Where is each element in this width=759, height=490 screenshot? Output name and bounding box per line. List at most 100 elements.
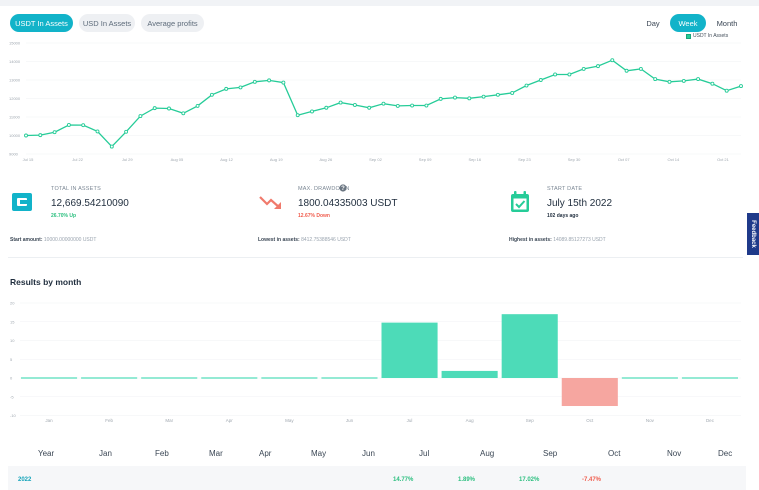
line-chart-point: [624, 68, 629, 73]
help-icon[interactable]: ?: [339, 184, 347, 192]
line-chart-point: [681, 78, 686, 83]
bar-chart-x-tick: Nov: [646, 418, 655, 423]
lowest-assets-value: 8412.75388546 USDT: [301, 237, 351, 243]
lowest-assets-label: Lowest in assets:: [258, 237, 300, 243]
max-drawdown-change: 12.67% Down: [298, 213, 330, 219]
start-amount-value: 10000.00000000 USDT: [43, 237, 97, 243]
bar-chart-x-tick: Feb: [105, 418, 113, 423]
bar-chart-y-tick: -10: [10, 413, 17, 418]
line-chart-point: [381, 101, 386, 106]
line-chart-point: [295, 113, 300, 118]
tab-usd-in-assets[interactable]: USD In Assets: [79, 14, 135, 32]
bar-chart-bar: [201, 377, 258, 379]
bar-chart-bar: [441, 370, 498, 378]
table-header-month: Mar: [209, 449, 223, 458]
line-chart-point: [524, 83, 529, 88]
period-month-button[interactable]: Month: [716, 18, 738, 28]
line-chart-point: [567, 72, 572, 77]
table-header-month: Dec: [718, 449, 733, 458]
table-cell-oct: -7.47%: [582, 477, 602, 483]
line-chart-point: [252, 79, 257, 84]
bar-chart-y-tick: 10: [10, 338, 15, 343]
top-strip: [0, 0, 759, 6]
line-chart-x-tick: Aug 19: [270, 157, 283, 162]
bar-chart-y-tick: -5: [10, 394, 14, 399]
start-amount-label: Start amount:: [10, 237, 43, 243]
bar-chart-y-tick: 20: [10, 301, 15, 306]
line-chart-y-tick: 15000: [9, 41, 21, 46]
line-chart-point: [696, 77, 701, 82]
line-chart-x-tick: Oct 14: [667, 157, 680, 162]
table-header-month: Nov: [667, 449, 682, 458]
period-day-button[interactable]: Day: [646, 18, 660, 28]
line-chart: 15000 14000 13000 12000 11000 10000 9000 Jul 15…: [9, 41, 743, 162]
line-chart-point: [195, 103, 200, 108]
line-chart-y-tick: 11000: [9, 115, 21, 120]
table-row-2022: [8, 466, 746, 490]
svg-text:?: ?: [341, 186, 345, 192]
bar-chart-y-tick: 0: [10, 376, 13, 381]
period-week-button[interactable]: Week: [670, 14, 706, 32]
line-chart-point: [667, 79, 672, 84]
legend-swatch: [686, 33, 691, 39]
line-chart-point: [739, 84, 743, 89]
table-header-month: Aug: [480, 449, 495, 458]
total-assets-change: 26.70% Up: [51, 213, 77, 219]
line-chart-legend: USDT In Assets: [686, 33, 728, 39]
line-chart-point: [238, 85, 243, 90]
bar-chart-y-tick: 5: [10, 357, 13, 362]
section-divider: [8, 257, 743, 258]
bar-chart-x-tick: May: [285, 418, 294, 423]
table-header-month: Sep: [543, 449, 558, 458]
tab-average-profits[interactable]: Average profits: [141, 14, 204, 32]
line-chart-point: [281, 80, 286, 85]
line-chart-x-tick: Sep 30: [568, 157, 581, 162]
line-chart-point: [209, 92, 214, 97]
line-chart-point: [581, 66, 586, 71]
line-chart-point: [352, 103, 357, 107]
line-chart-point: [167, 106, 171, 111]
line-chart-point: [24, 133, 28, 138]
total-assets-value: 12,669.54210090: [51, 198, 129, 209]
line-chart-point: [510, 90, 515, 95]
table-cell-jul: 14.77%: [393, 477, 414, 483]
bar-chart-bar: [621, 377, 678, 379]
line-chart-point: [424, 103, 429, 108]
line-chart-x-tick: Jul 22: [72, 157, 83, 162]
tab-usdt-in-assets[interactable]: USDT In Assets: [10, 14, 73, 32]
line-chart-point: [653, 77, 658, 82]
bar-chart-y-tick: 15: [10, 319, 15, 324]
table-header-month: May: [311, 449, 327, 458]
bar-chart-bar: [381, 322, 438, 378]
table-header-year: Year: [38, 449, 55, 458]
feedback-tab[interactable]: Feedback: [747, 213, 759, 255]
bar-chart-x-tick: Oct: [586, 418, 594, 423]
line-chart-point: [81, 123, 86, 128]
line-chart-point: [553, 72, 558, 77]
line-chart-point: [481, 94, 486, 99]
lowest-assets: Lowest in assets: 8412.75388546 USDT: [258, 237, 351, 243]
max-drawdown-value: 1800.04335003 USDT: [298, 198, 398, 209]
bar-chart-x-tick: Sep: [526, 418, 535, 423]
table-cell-year: 2022: [18, 477, 32, 483]
line-chart-point: [181, 111, 186, 116]
table-header-month: Apr: [259, 449, 272, 458]
line-chart-y-tick: 12000: [9, 96, 21, 101]
line-chart-point: [638, 66, 643, 71]
line-chart-x-tick: Aug 05: [171, 157, 184, 162]
bar-chart-bar: [261, 377, 318, 379]
bar-chart-bar: [561, 378, 618, 407]
feedback-label: Feedback: [750, 220, 756, 248]
bar-chart-bar: [21, 377, 78, 379]
line-chart-x-tick: Oct 07: [618, 157, 631, 162]
line-chart-point: [710, 81, 715, 86]
line-chart-point: [410, 103, 415, 108]
line-chart-y-tick: 13000: [9, 78, 21, 83]
bar-chart-x-tick: Dec: [706, 418, 715, 423]
bar-chart-x-tick: Jun: [346, 418, 354, 423]
start-date-value: July 15th 2022: [547, 198, 613, 209]
line-chart-x-tick: Sep 02: [369, 157, 382, 162]
line-chart-x-tick: Sep 23: [518, 157, 531, 162]
line-chart-point: [495, 92, 500, 97]
line-chart-x-tick: Sep 09: [419, 157, 432, 162]
